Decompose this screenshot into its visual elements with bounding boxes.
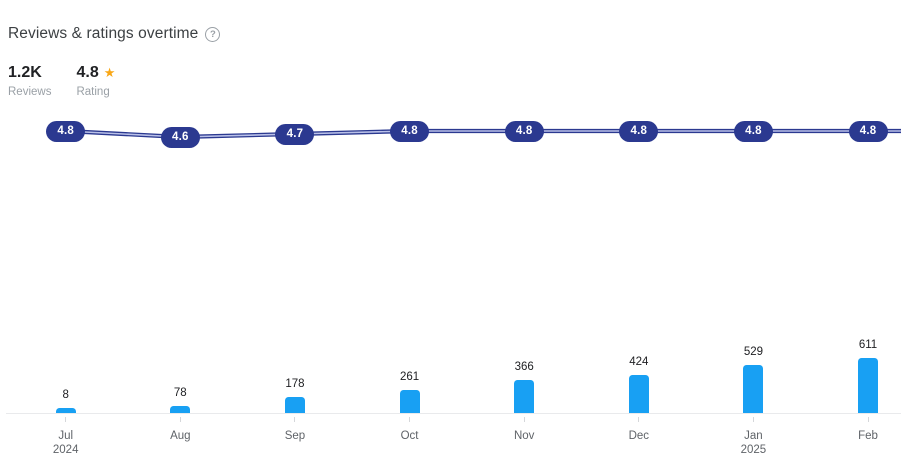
rating-point-pill[interactable]: 4.8: [390, 120, 430, 142]
summary-stats: 1.2K Reviews 4.8 ★ Rating: [8, 63, 115, 98]
bar-value-label: 529: [743, 346, 763, 359]
rating-point-pill[interactable]: 4.7: [275, 123, 315, 145]
x-axis-tick: [638, 417, 640, 422]
x-axis-tick: [867, 417, 869, 422]
x-axis-tick: [294, 417, 296, 422]
x-axis-label-line: Aug: [170, 430, 191, 442]
review-bar[interactable]: [858, 358, 879, 413]
x-axis-baseline: [6, 413, 901, 414]
ratings-line-chart: 4.8 4.6 4.7 4.8 4.8 4.8 4.8 4.8: [0, 0, 901, 200]
x-axis-label: Aug: [140, 429, 220, 443]
rating-point-pill[interactable]: 4.8: [504, 120, 544, 142]
x-axis-label-line: 2024: [52, 444, 79, 456]
x-axis-label: Feb: [828, 429, 901, 443]
bar-value-label: 611: [858, 339, 878, 351]
x-axis-label-line: Jan: [744, 430, 763, 442]
x-axis-label: Oct: [370, 429, 450, 443]
x-axis-label: Nov: [484, 429, 564, 443]
x-axis-tick: [752, 417, 754, 422]
review-bar[interactable]: [399, 389, 420, 413]
review-bar[interactable]: [55, 407, 76, 413]
review-bar[interactable]: [284, 396, 305, 413]
reviews-count: 1.2K: [8, 64, 42, 81]
page-title: Reviews & ratings overtime: [8, 25, 199, 42]
x-axis-label-line: Sep: [284, 430, 306, 442]
x-axis-label-line: Oct: [400, 430, 419, 442]
x-axis-label-line: 2025: [740, 444, 767, 456]
rating-trend-line: [65, 128, 901, 140]
bar-value-label: 178: [285, 377, 305, 390]
rating-label: Rating: [76, 86, 110, 98]
help-icon[interactable]: ?: [205, 26, 221, 42]
review-bar[interactable]: [170, 405, 191, 413]
card-header: Reviews & ratings overtime ?: [8, 25, 221, 43]
x-axis-tick: [523, 417, 525, 422]
rating-stat: 4.8 ★ Rating: [76, 63, 115, 98]
rating-point-pill[interactable]: 4.8: [733, 120, 773, 142]
reviews-bar-chart: 8 Jul 2024 78 Aug 178 Sep 261 Oct 366 Nov 424 Dec 529…: [0, 330, 901, 469]
x-axis-tick: [409, 417, 411, 422]
x-axis-label-line: Dec: [628, 430, 650, 442]
x-axis-label: Jan 2025: [713, 429, 793, 457]
bar-value-label: 78: [173, 386, 187, 399]
rating-value-row: 4.8 ★: [76, 63, 115, 82]
bar-value-label: 366: [514, 361, 534, 374]
bar-value-label: 424: [629, 355, 649, 368]
bar-value-label: 261: [399, 370, 420, 383]
rating-value: 4.8: [76, 64, 99, 81]
x-axis-tick: [65, 417, 67, 422]
x-axis-label-line: Feb: [858, 430, 878, 442]
x-axis-tick: [179, 417, 181, 422]
reviews-stat: 1.2K Reviews: [8, 63, 51, 98]
x-axis-label: Sep: [255, 429, 335, 443]
review-bar[interactable]: [628, 374, 649, 413]
rating-point-pill[interactable]: 4.6: [160, 126, 200, 148]
x-axis-label-line: Nov: [513, 430, 535, 442]
review-bar[interactable]: [514, 380, 535, 413]
rating-point-pill[interactable]: 4.8: [46, 120, 86, 142]
reviews-label: Reviews: [8, 86, 52, 98]
star-icon: ★: [103, 65, 116, 80]
x-axis-label: Jul 2024: [26, 429, 106, 457]
bar-value-label: 8: [62, 388, 69, 401]
x-axis-label-line: Jul: [58, 430, 74, 442]
review-bar[interactable]: [743, 365, 764, 413]
rating-point-pill[interactable]: 4.8: [848, 120, 888, 142]
x-axis-label: Dec: [599, 429, 679, 443]
rating-point-pill[interactable]: 4.8: [619, 120, 659, 142]
